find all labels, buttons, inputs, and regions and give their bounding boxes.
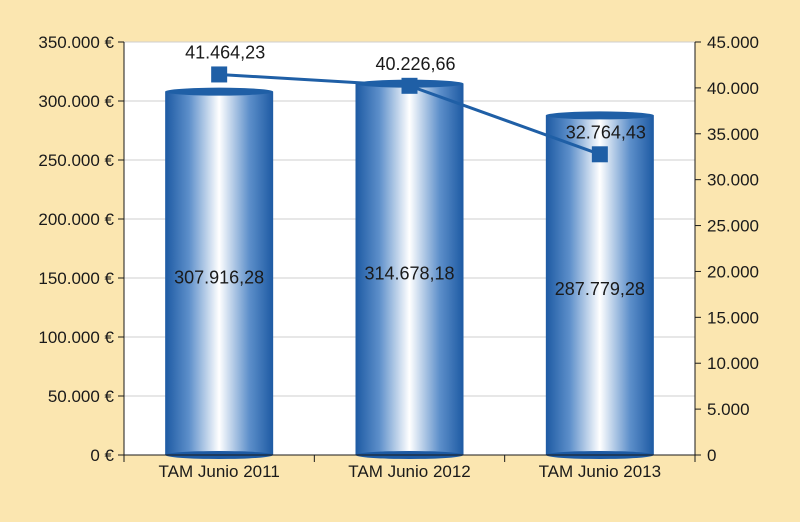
right-tick-label: 30.000 <box>707 171 759 190</box>
left-tick-label: 100.000 € <box>38 328 114 347</box>
bar <box>545 111 654 459</box>
line-point <box>401 77 418 94</box>
x-tick-label: TAM Junio 2012 <box>348 462 471 481</box>
bar-top <box>165 87 274 96</box>
line-series <box>211 66 608 163</box>
line-value-label: 41.464,23 <box>185 42 265 62</box>
bar <box>355 79 464 459</box>
bar <box>165 87 274 459</box>
left-tick-label: 300.000 € <box>38 92 114 111</box>
bar-body <box>165 91 274 456</box>
left-tick-label: 200.000 € <box>38 210 114 229</box>
right-tick-label: 10.000 <box>707 354 759 373</box>
right-tick-label: 35.000 <box>707 125 759 144</box>
labels: 307.916,28 314.678,18 287.779,28 41.464,23 4… <box>174 42 646 299</box>
left-tick-label: 150.000 € <box>38 269 114 288</box>
axes: 0 € 50.000 € 100.000 € 150.000 € 200.000 € 25… <box>38 33 759 481</box>
x-tick-label: TAM Junio 2011 <box>159 462 280 481</box>
line-value-label: 32.764,43 <box>566 122 646 142</box>
line-value-label: 40.226,66 <box>375 54 455 74</box>
left-tick-label: 0 € <box>90 446 114 465</box>
bar-body <box>545 115 654 456</box>
right-tick-label: 40.000 <box>707 79 759 98</box>
right-tick-label: 5.000 <box>707 400 750 419</box>
left-tick-label: 350.000 € <box>38 33 114 52</box>
line-point <box>211 66 228 83</box>
right-tick-label: 25.000 <box>707 217 759 236</box>
x-tick-label: TAM Junio 2013 <box>539 462 662 481</box>
right-tick-label: 15.000 <box>707 308 759 327</box>
right-tick-label: 0 <box>707 446 716 465</box>
bar-value-label: 307.916,28 <box>174 267 264 287</box>
right-tick-label: 45.000 <box>707 33 759 52</box>
bar-value-label: 314.678,18 <box>364 263 454 283</box>
bar-value-label: 287.779,28 <box>555 279 645 299</box>
line-point <box>591 146 608 163</box>
bar-top <box>545 111 654 120</box>
bar-body <box>355 83 464 455</box>
left-tick-label: 50.000 € <box>48 387 115 406</box>
bar-series <box>165 79 654 459</box>
left-tick-label: 250.000 € <box>38 151 114 170</box>
right-tick-label: 20.000 <box>707 262 759 281</box>
